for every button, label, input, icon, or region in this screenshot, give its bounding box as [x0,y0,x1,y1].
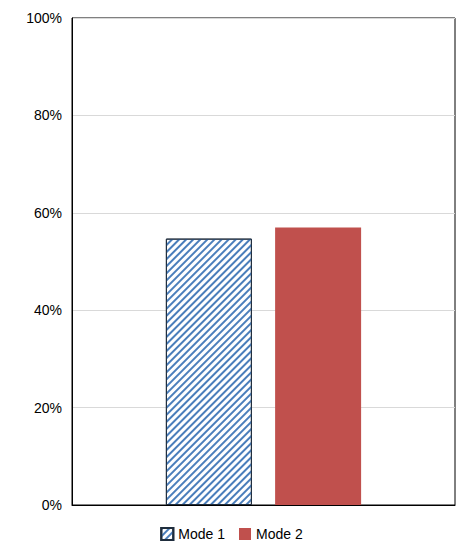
svg-text:60%: 60% [34,205,62,221]
svg-text:20%: 20% [34,400,62,416]
svg-text:80%: 80% [34,107,62,123]
svg-text:Mode 1: Mode 1 [178,526,225,542]
svg-text:40%: 40% [34,302,62,318]
svg-text:100%: 100% [26,10,62,26]
svg-text:Mode 2: Mode 2 [256,526,303,542]
svg-text:0%: 0% [42,497,62,513]
